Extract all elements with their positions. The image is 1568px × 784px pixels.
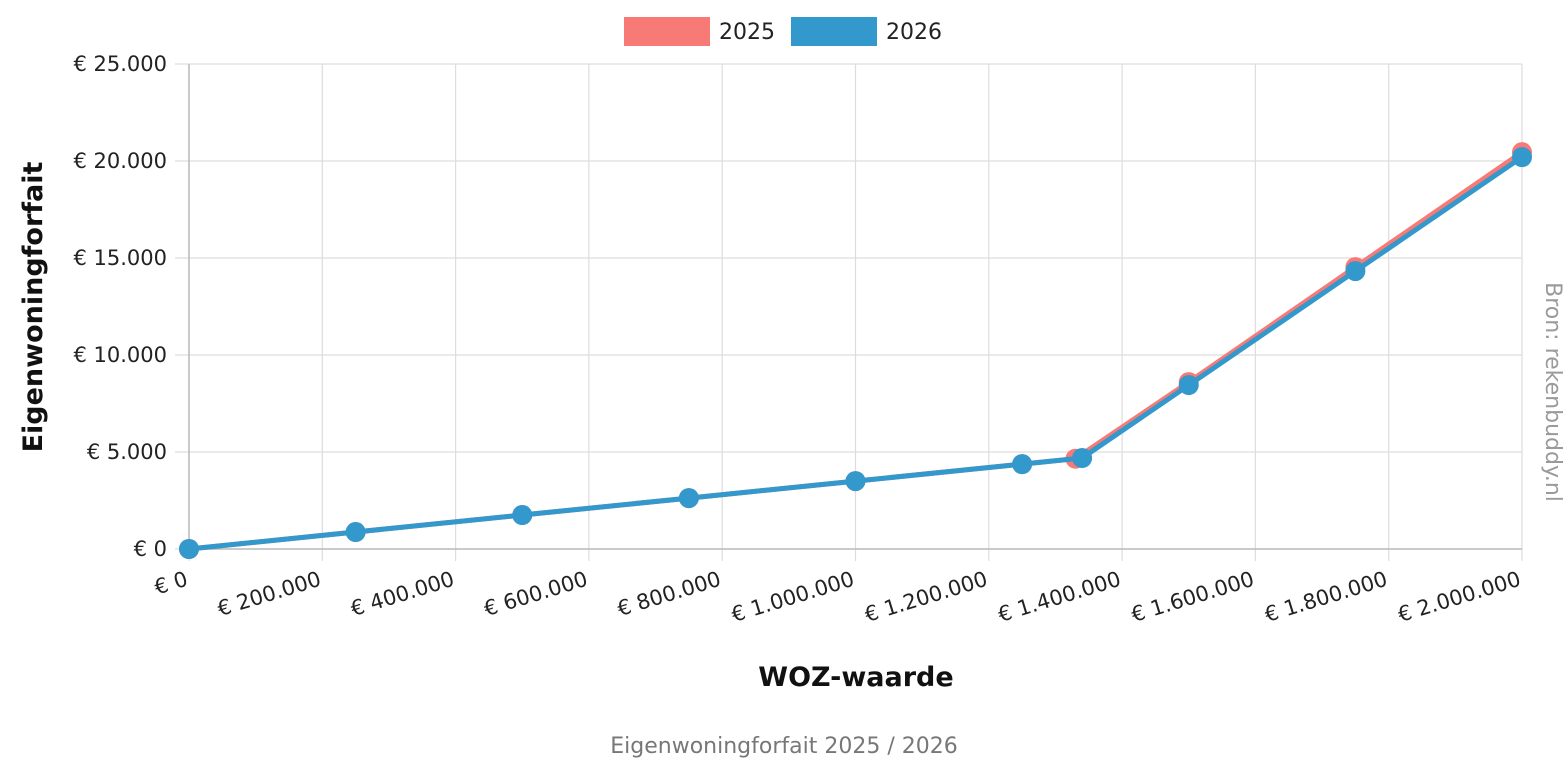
x-tick-label: € 1.200.000 bbox=[862, 567, 990, 627]
x-tick-label: € 1.000.000 bbox=[729, 567, 857, 627]
chart-caption: Eigenwoningforfait 2025 / 2026 bbox=[610, 734, 957, 759]
source-label: Bron: rekenbuddy.nl bbox=[1540, 282, 1565, 502]
x-axis-title: WOZ-waarde bbox=[758, 662, 953, 693]
x-tick-label: € 800.000 bbox=[614, 567, 723, 621]
x-tick-label: € 1.400.000 bbox=[995, 567, 1123, 627]
data-point-2026[interactable] bbox=[345, 522, 366, 543]
data-point-2026[interactable] bbox=[678, 488, 699, 509]
data-point-2026[interactable] bbox=[1512, 147, 1532, 168]
series-2026 bbox=[179, 147, 1532, 559]
y-tick-label: € 20.000 bbox=[73, 149, 167, 173]
data-point-2026[interactable] bbox=[845, 471, 866, 492]
legend-item-2025[interactable]: 2025 bbox=[624, 17, 775, 46]
y-tick-label: € 0 bbox=[134, 537, 167, 561]
x-tick-label: € 0 bbox=[151, 567, 190, 600]
legend-swatch bbox=[624, 17, 710, 46]
data-point-2026[interactable] bbox=[1178, 375, 1199, 396]
series-layer bbox=[179, 142, 1532, 559]
series-line-2026 bbox=[186, 154, 1525, 552]
y-tick-label: € 5.000 bbox=[87, 440, 167, 464]
x-tick-label: € 400.000 bbox=[348, 567, 457, 621]
y-tick-label: € 15.000 bbox=[73, 246, 167, 270]
legend[interactable]: 2025 2026 bbox=[624, 17, 942, 46]
gridlines bbox=[175, 63, 1523, 561]
legend-swatch bbox=[791, 17, 877, 46]
legend-label: 2026 bbox=[886, 20, 942, 45]
data-point-2026[interactable] bbox=[1072, 448, 1093, 469]
x-tick-label: € 600.000 bbox=[481, 567, 590, 621]
legend-item-2026[interactable]: 2026 bbox=[791, 17, 942, 46]
x-tick-label: € 1.800.000 bbox=[1262, 567, 1390, 627]
x-tick-label: € 2.000.000 bbox=[1395, 567, 1523, 627]
y-tick-label: € 10.000 bbox=[73, 343, 167, 367]
legend-label: 2025 bbox=[719, 20, 775, 45]
y-axis-title: Eigenwoningforfait bbox=[18, 162, 49, 453]
data-point-2026[interactable] bbox=[1345, 261, 1366, 282]
y-tick-label: € 25.000 bbox=[73, 52, 167, 76]
data-point-2026[interactable] bbox=[179, 539, 199, 559]
data-point-2026[interactable] bbox=[512, 505, 533, 526]
x-tick-label: € 1.600.000 bbox=[1128, 567, 1256, 627]
x-tick-label: € 200.000 bbox=[215, 567, 324, 621]
data-point-2026[interactable] bbox=[1012, 454, 1033, 475]
